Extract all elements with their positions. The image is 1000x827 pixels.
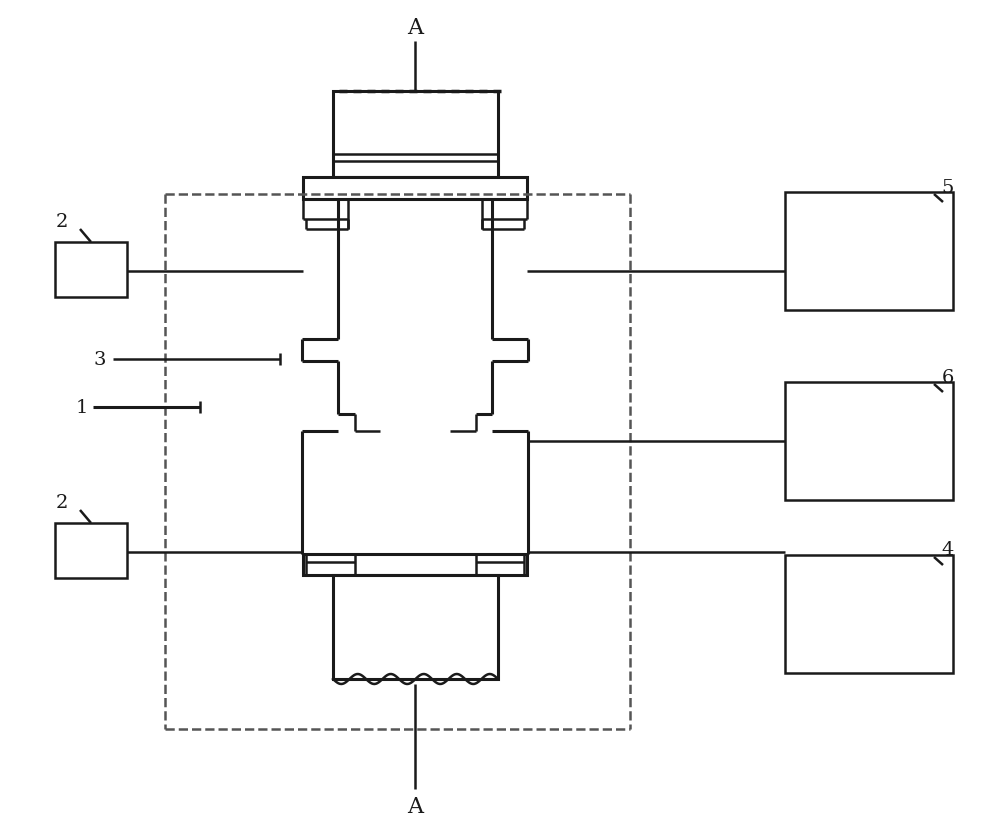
Text: 2: 2 — [56, 494, 68, 511]
Text: A: A — [407, 17, 423, 39]
Text: 3: 3 — [94, 351, 106, 369]
Bar — [785, 193, 953, 311]
Text: 2: 2 — [56, 213, 68, 231]
Bar — [55, 523, 127, 578]
Bar — [333, 576, 498, 679]
Text: A: A — [407, 795, 423, 817]
Bar — [303, 178, 527, 200]
Bar — [55, 242, 127, 298]
Bar — [333, 92, 498, 178]
Text: 1: 1 — [76, 399, 88, 417]
Bar — [303, 554, 527, 576]
Bar — [785, 383, 953, 500]
Text: 5: 5 — [942, 179, 954, 197]
Text: 4: 4 — [942, 540, 954, 558]
Bar — [785, 555, 953, 673]
Text: 6: 6 — [942, 369, 954, 386]
